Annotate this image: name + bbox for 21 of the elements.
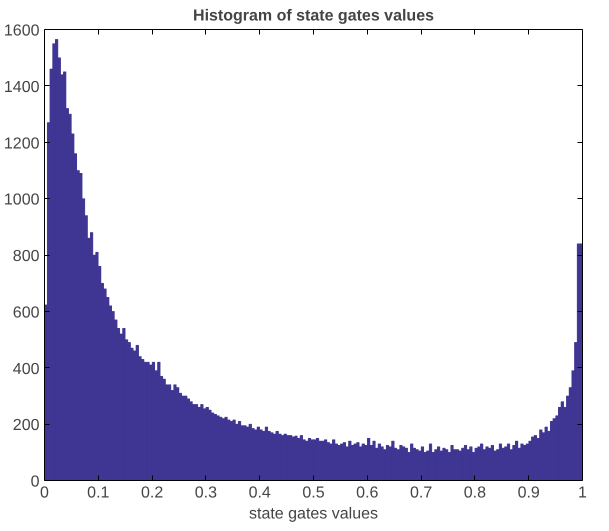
- x-tick-label: 0.8: [464, 484, 486, 502]
- x-tick-label: 1: [578, 484, 588, 502]
- x-tick-label: 0.4: [248, 484, 271, 502]
- x-tick-label: 0.1: [87, 484, 110, 502]
- y-tick-label: 200: [12, 417, 40, 434]
- y-tick-label: 1200: [4, 135, 40, 152]
- chart-title: Histogram of state gates values: [193, 8, 434, 24]
- x-tick-label: 0.3: [194, 484, 218, 502]
- y-tick-label: 1600: [4, 22, 40, 40]
- x-tick-label: 0.2: [140, 484, 164, 502]
- x-tick-label: 0.5: [302, 484, 325, 502]
- y-tick-label: 600: [12, 304, 40, 322]
- y-tick-label: 1400: [4, 78, 40, 96]
- x-axis-title: state gates values: [249, 506, 378, 522]
- y-tick-label: 1000: [4, 192, 40, 209]
- x-tick-label: 0.7: [410, 484, 432, 502]
- x-tick-label: 0.9: [518, 484, 540, 502]
- y-tick-label: 0: [30, 474, 40, 490]
- y-tick-label: 800: [12, 248, 40, 265]
- y-tick-label: 400: [12, 360, 40, 378]
- x-tick-label: 0.6: [356, 484, 379, 502]
